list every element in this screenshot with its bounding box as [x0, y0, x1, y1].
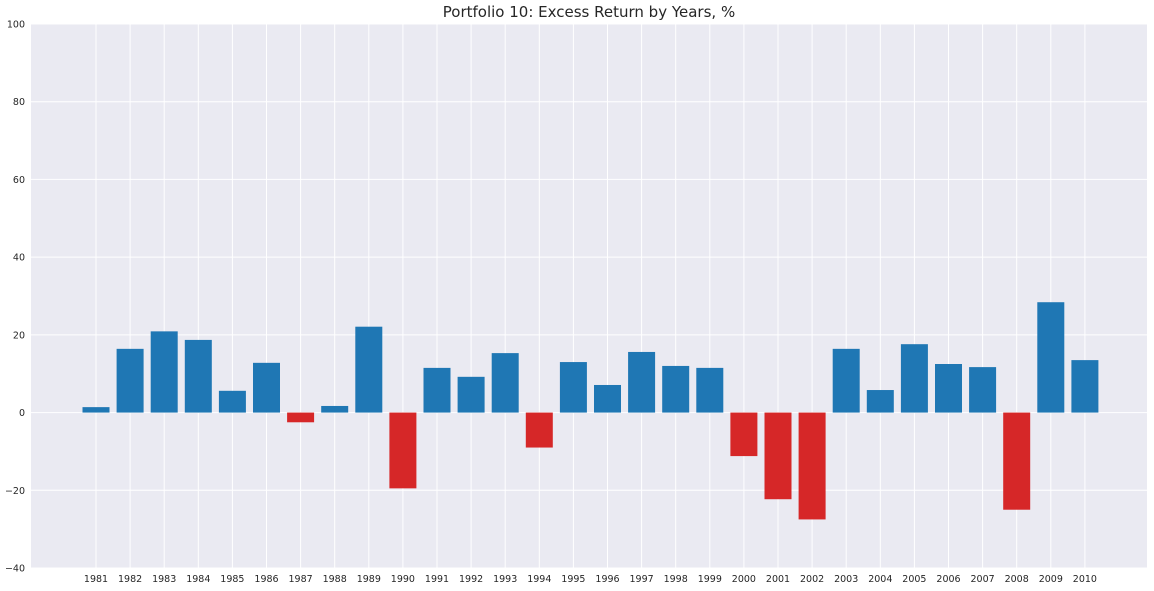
- bar-1995: [559, 362, 587, 413]
- bar-2005: [900, 344, 928, 413]
- x-tick-label: 1993: [493, 574, 517, 585]
- x-tick-label: 1983: [152, 574, 176, 585]
- bar-1987: [287, 412, 315, 423]
- x-tick-label: 2003: [834, 574, 858, 585]
- bar-2003: [832, 348, 860, 413]
- y-tick-label: 100: [7, 20, 25, 31]
- x-tick-label: 1992: [459, 574, 483, 585]
- y-tick-label: 40: [13, 253, 25, 264]
- bar-1981: [82, 407, 110, 413]
- bar-1986: [253, 362, 280, 413]
- x-tick-label: 2001: [766, 574, 790, 585]
- x-tick-label: 2010: [1073, 574, 1097, 585]
- x-tick-label: 2005: [902, 574, 926, 585]
- x-tick-label: 2006: [936, 574, 960, 585]
- bar-2001: [764, 412, 792, 500]
- bar-1983: [150, 331, 178, 413]
- bar-2008: [1003, 412, 1031, 510]
- y-tick-label: 60: [13, 175, 25, 186]
- x-tick-label: 1995: [561, 574, 585, 585]
- x-tick-label: 1985: [220, 574, 244, 585]
- x-tick-label: 2009: [1039, 574, 1063, 585]
- x-tick-label: 1998: [664, 574, 688, 585]
- bar-1991: [423, 367, 451, 413]
- bar-1984: [184, 339, 212, 413]
- bar-1990: [389, 412, 417, 489]
- bar-1994: [525, 412, 553, 448]
- bars: [82, 302, 1099, 520]
- x-tick-label: 1990: [391, 574, 415, 585]
- bar-1999: [696, 367, 724, 413]
- x-tick-label: 2002: [800, 574, 824, 585]
- x-tick-label: 2000: [732, 574, 756, 585]
- x-tick-label: 1999: [698, 574, 722, 585]
- bar-1985: [218, 390, 246, 413]
- x-tick-label: 2008: [1005, 574, 1029, 585]
- x-tick-label: 1989: [357, 574, 381, 585]
- x-tick-label: 1987: [289, 574, 313, 585]
- x-tick-label: 1988: [323, 574, 347, 585]
- x-tick-label: 1986: [254, 574, 278, 585]
- x-tick-label: 1994: [527, 574, 551, 585]
- x-tick-label: 1981: [84, 574, 108, 585]
- plot-background: [31, 24, 1147, 568]
- grid-lines: [31, 23, 1147, 569]
- bar-1993: [491, 353, 519, 413]
- x-tick-label: 1991: [425, 574, 449, 585]
- bar-1996: [594, 384, 621, 413]
- y-tick-labels: −40 −20 0 20 40 60 80 100: [5, 20, 25, 575]
- bar-1997: [628, 351, 656, 413]
- bar-2002: [798, 412, 826, 520]
- y-tick-label: 0: [19, 408, 25, 419]
- y-tick-label: 20: [13, 330, 25, 341]
- bar-2009: [1037, 302, 1065, 413]
- x-tick-label: 1984: [186, 574, 210, 585]
- bar-1989: [355, 326, 383, 413]
- bar-2007: [969, 367, 997, 413]
- bar-1982: [116, 348, 144, 413]
- bar-1998: [662, 365, 690, 413]
- chart-title: Portfolio 10: Excess Return by Years, %: [442, 3, 736, 21]
- x-tick-label: 1997: [630, 574, 654, 585]
- bar-2006: [935, 364, 962, 413]
- x-tick-label: 1996: [595, 574, 619, 585]
- y-tick-label: −40: [5, 564, 25, 575]
- x-tick-label: 2004: [868, 574, 892, 585]
- bar-1992: [457, 376, 485, 413]
- bar-2000: [730, 412, 758, 457]
- bar-1988: [321, 405, 349, 413]
- bar-2010: [1071, 360, 1099, 413]
- bar-2004: [866, 390, 894, 413]
- y-tick-label: −20: [5, 486, 25, 497]
- y-tick-label: 80: [13, 97, 25, 108]
- x-tick-label: 1982: [118, 574, 142, 585]
- x-tick-labels: 1981 1982 1983 1984 1985 1986 1987 1988 1989 1990…: [84, 574, 1097, 585]
- x-tick-label: 2007: [971, 574, 995, 585]
